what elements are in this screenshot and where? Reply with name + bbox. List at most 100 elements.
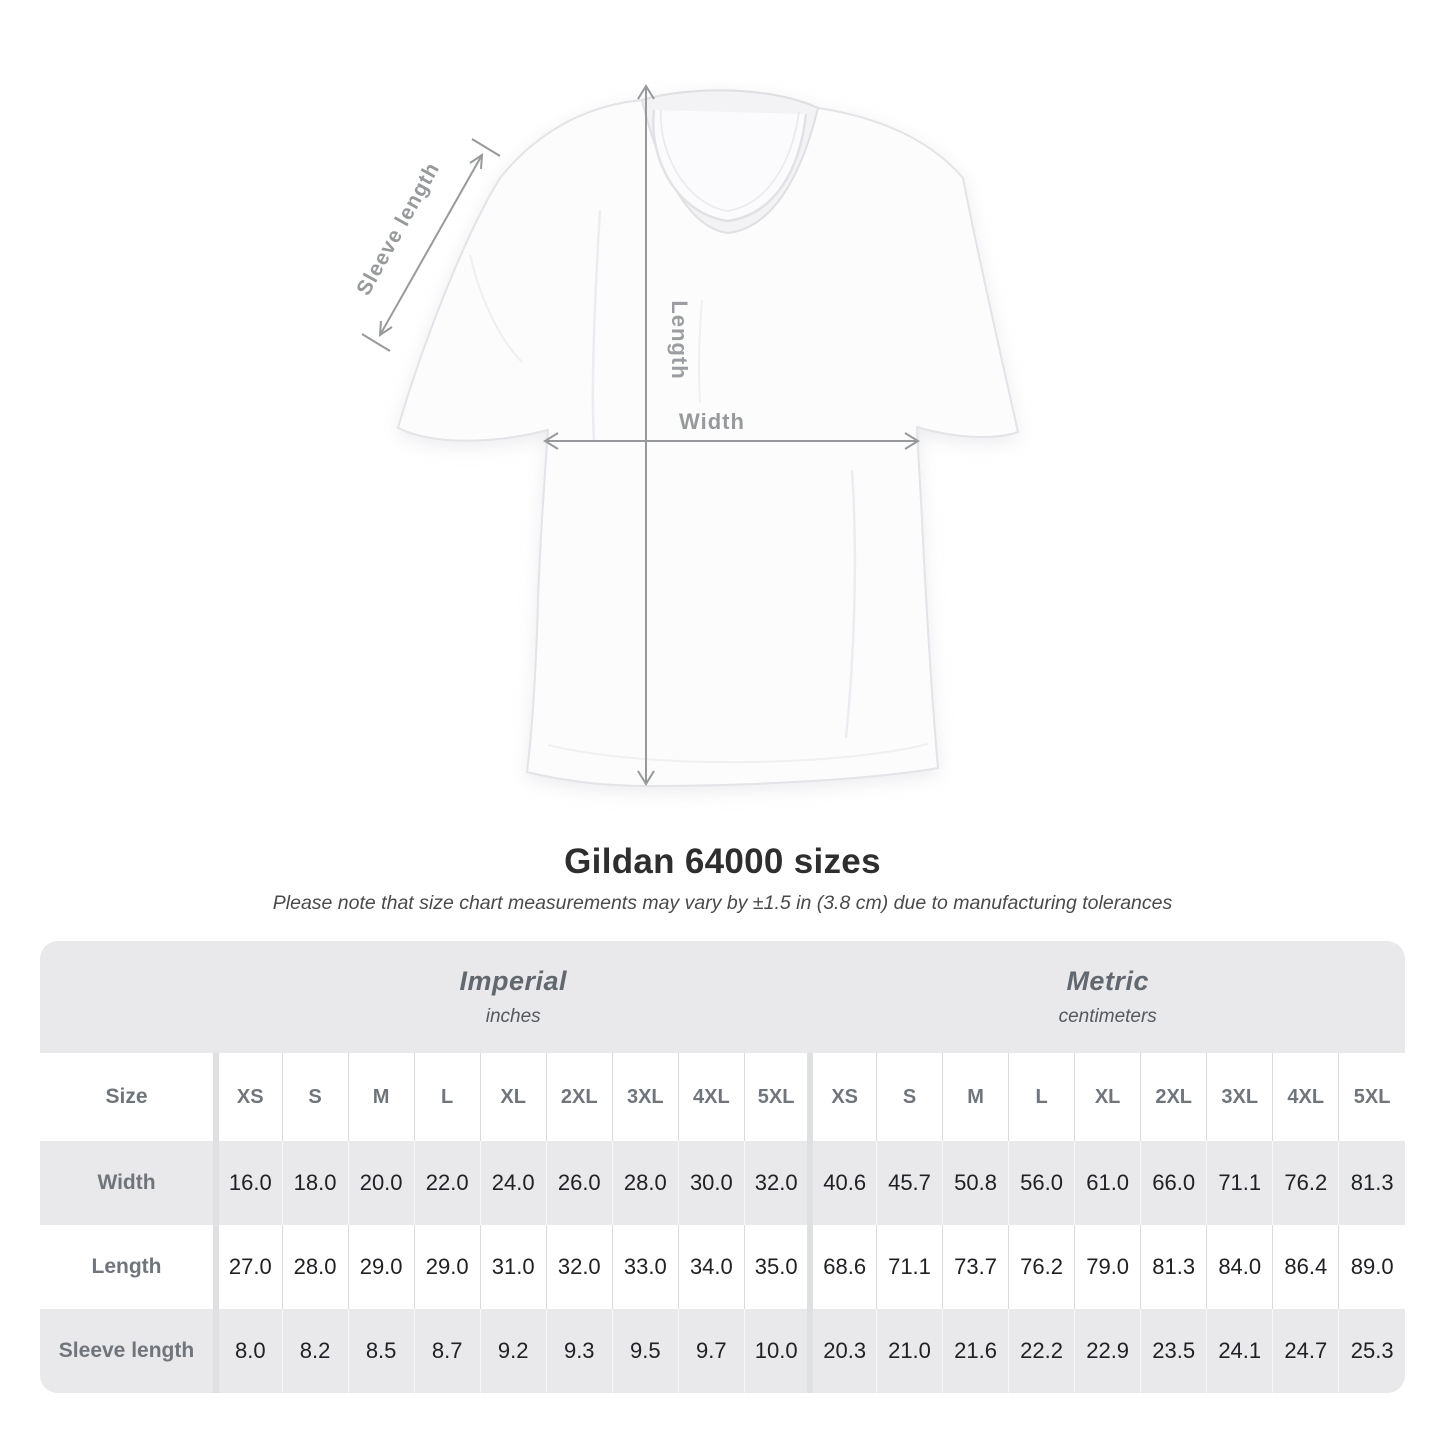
table-cell: 25.3: [1338, 1309, 1405, 1393]
table-cell: 29.0: [347, 1225, 415, 1309]
table-cell: 9.5: [611, 1309, 679, 1393]
table-cell: 26.0: [545, 1141, 613, 1225]
sleeve-length-row: Sleeve length 8.0 8.2 8.5 8.7 9.2 9.3 9.…: [40, 1309, 1405, 1393]
size-col-header: L: [413, 1053, 481, 1141]
table-cell: 23.5: [1140, 1309, 1207, 1393]
metric-section-header: Metric centimeters: [810, 941, 1405, 1053]
table-cell: 8.0: [212, 1309, 283, 1393]
table-cell: 66.0: [1140, 1141, 1207, 1225]
table-cell: 81.3: [1338, 1141, 1405, 1225]
table-cell: 22.2: [1008, 1309, 1075, 1393]
table-cell: 9.7: [677, 1309, 745, 1393]
table-cell: 34.0: [677, 1225, 745, 1309]
size-table: Imperial inches Metric centimeters Size …: [40, 941, 1405, 1393]
table-cell: 35.0: [743, 1225, 811, 1309]
size-col-header: 2XL: [1140, 1053, 1207, 1141]
table-cell: 8.7: [413, 1309, 481, 1393]
table-cell: 81.3: [1140, 1225, 1207, 1309]
table-cell: 9.3: [545, 1309, 613, 1393]
table-cell: 24.1: [1206, 1309, 1273, 1393]
size-col-header: 5XL: [743, 1053, 811, 1141]
length-row: Length 27.0 28.0 29.0 29.0 31.0 32.0 33.…: [40, 1225, 1405, 1309]
table-cell: 21.6: [942, 1309, 1009, 1393]
table-cell: 28.0: [611, 1141, 679, 1225]
table-cell: 71.1: [1206, 1141, 1273, 1225]
table-cell: 24.0: [479, 1141, 547, 1225]
sleeve-length-label: Sleeve length: [352, 158, 444, 299]
wrinkle-line: [844, 469, 857, 739]
wrinkle-line: [469, 254, 523, 363]
width-label: Width: [679, 409, 745, 434]
size-col-header: XL: [1074, 1053, 1141, 1141]
width-row: Width 16.0 18.0 20.0 22.0 24.0 26.0 28.0…: [40, 1141, 1405, 1225]
length-arrow: [637, 84, 655, 786]
imperial-section-header: Imperial inches: [216, 941, 810, 1053]
table-cell: 32.0: [545, 1225, 613, 1309]
row-label: Width: [97, 1171, 156, 1194]
table-cell: 32.0: [743, 1141, 811, 1225]
table-cell: 33.0: [611, 1225, 679, 1309]
table-cell: 61.0: [1074, 1141, 1141, 1225]
imperial-label: Imperial: [459, 966, 567, 996]
page-title: Gildan 64000 sizes: [564, 842, 881, 881]
table-cell: 76.2: [1008, 1225, 1075, 1309]
table-cell: 22.0: [413, 1141, 481, 1225]
table-cell: 79.0: [1074, 1225, 1141, 1309]
shirt-measurement-diagram: Length Width Sleeve length: [352, 84, 1020, 788]
table-cell: 31.0: [479, 1225, 547, 1309]
table-cell: 28.0: [281, 1225, 349, 1309]
collar-band: [652, 109, 808, 223]
tshirt-graphic: Length Width Sleeve length: [352, 84, 1020, 788]
tolerance-note: Please note that size chart measurements…: [272, 892, 1173, 914]
size-table-grid: Imperial inches Metric centimeters Size …: [40, 941, 1405, 1393]
size-col-header: XS: [807, 1053, 877, 1141]
table-cell: 84.0: [1206, 1225, 1273, 1309]
width-arrow: [543, 432, 920, 450]
sleeve-length-arrow: [361, 138, 501, 352]
row-label: Sleeve length: [58, 1339, 195, 1362]
table-cell: 21.0: [875, 1309, 943, 1393]
table-cell: 8.2: [281, 1309, 349, 1393]
table-cell: 16.0: [212, 1141, 283, 1225]
size-col-header: 4XL: [677, 1053, 745, 1141]
size-col-header: XS: [212, 1053, 283, 1141]
table-cell: 8.5: [347, 1309, 415, 1393]
size-col-header: S: [281, 1053, 349, 1141]
metric-label: Metric: [1066, 966, 1149, 996]
wrinkle-line: [591, 209, 602, 441]
size-col-header: 3XL: [611, 1053, 679, 1141]
size-col-header: M: [347, 1053, 415, 1141]
metric-unit-label: centimeters: [1058, 1006, 1157, 1027]
table-cell: 29.0: [413, 1225, 481, 1309]
size-col-header: 2XL: [545, 1053, 613, 1141]
table-cell: 71.1: [875, 1225, 943, 1309]
size-col-header: L: [1008, 1053, 1075, 1141]
table-cell: 73.7: [942, 1225, 1009, 1309]
unit-section-row: Imperial inches Metric centimeters: [40, 941, 1405, 1053]
size-col-header: S: [875, 1053, 943, 1141]
size-header-row: Size XS S M L XL 2XL 3XL 4XL 5XL XS S M …: [40, 1053, 1405, 1141]
size-col-header: 5XL: [1338, 1053, 1405, 1141]
size-col-header: 3XL: [1206, 1053, 1273, 1141]
size-col-header: M: [942, 1053, 1009, 1141]
collar-seam: [659, 108, 800, 212]
table-cell: 89.0: [1338, 1225, 1405, 1309]
table-cell: 45.7: [875, 1141, 943, 1225]
size-col-header: 4XL: [1272, 1053, 1339, 1141]
table-cell: 40.6: [807, 1141, 877, 1225]
table-cell: 10.0: [743, 1309, 811, 1393]
imperial-unit-label: inches: [485, 1006, 541, 1027]
table-cell: 56.0: [1008, 1141, 1075, 1225]
table-cell: 24.7: [1272, 1309, 1339, 1393]
size-header: Size: [105, 1085, 148, 1108]
table-cell: 86.4: [1272, 1225, 1339, 1309]
length-label: Length: [667, 300, 692, 379]
table-cell: 50.8: [942, 1141, 1009, 1225]
table-cell: 20.0: [347, 1141, 415, 1225]
table-cell: 68.6: [807, 1225, 877, 1309]
tshirt-body: [396, 89, 1020, 788]
wrinkle-line: [547, 743, 929, 764]
table-cell: 27.0: [212, 1225, 283, 1309]
table-cell: 76.2: [1272, 1141, 1339, 1225]
table-cell: 20.3: [807, 1309, 877, 1393]
